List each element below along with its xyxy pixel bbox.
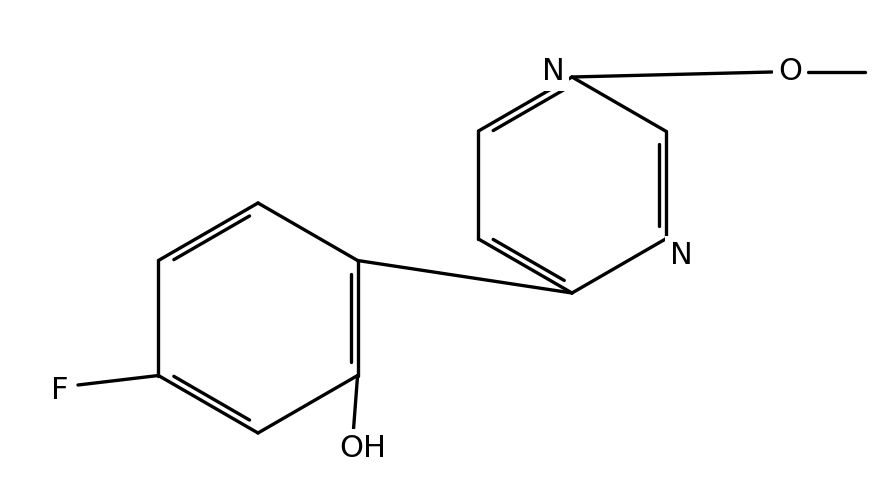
- Text: N: N: [541, 57, 564, 87]
- Text: N: N: [669, 241, 693, 270]
- Text: F: F: [51, 375, 69, 405]
- Text: OH: OH: [340, 434, 386, 463]
- Text: O: O: [778, 57, 802, 87]
